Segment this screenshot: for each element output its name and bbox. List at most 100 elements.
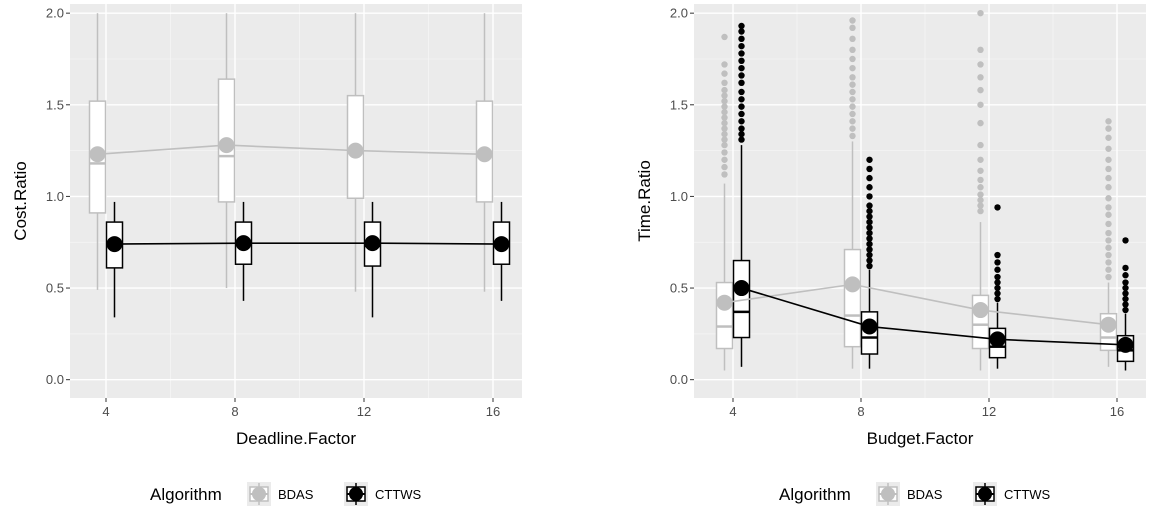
y-tick-label: 0.0: [670, 372, 688, 387]
outlier-point: [1122, 279, 1129, 286]
legend-item-bdas: BDAS: [247, 482, 314, 506]
outlier-point: [721, 141, 728, 149]
outlier-point: [866, 251, 873, 259]
outlier-point: [721, 136, 728, 143]
legend-key-point: [349, 487, 363, 501]
outlier-point: [721, 79, 728, 87]
outlier-point: [977, 119, 984, 127]
outlier-point: [977, 46, 984, 54]
y-axis-title: Cost.Ratio: [11, 161, 30, 240]
outlier-point: [738, 130, 745, 138]
series-mean-cttws: [733, 280, 1134, 353]
outlier-point: [1122, 301, 1129, 308]
outlier-point: [721, 86, 728, 94]
outlier-point: [849, 81, 856, 88]
outlier-point: [1105, 134, 1112, 141]
outlier-point: [977, 9, 984, 17]
outlier-point: [977, 176, 984, 184]
outlier-point: [849, 118, 856, 125]
outlier-point: [866, 174, 873, 182]
outlier-point: [1105, 229, 1112, 237]
outlier-point: [849, 35, 856, 43]
outlier-point: [849, 46, 856, 54]
outlier-point: [721, 163, 728, 171]
outlier-point: [849, 88, 856, 96]
legend-label: CTTWS: [375, 487, 422, 502]
outlier-point: [849, 125, 856, 132]
y-tick-label: 2.0: [46, 6, 64, 21]
mean-point: [733, 280, 750, 297]
outlier-point: [866, 193, 873, 200]
mean-point: [1117, 336, 1134, 353]
outlier-point: [1105, 251, 1112, 259]
legend-label: CTTWS: [1004, 487, 1051, 502]
outlier-point: [849, 96, 856, 103]
outlier-point: [866, 202, 873, 209]
outlier-point: [738, 57, 745, 65]
y-tick-label: 0.5: [46, 281, 64, 296]
outlier-point: [994, 273, 1001, 281]
legend-key-point: [252, 487, 266, 501]
mean-line: [114, 242, 502, 245]
outlier-point: [849, 64, 856, 72]
outlier-point: [977, 207, 984, 215]
outlier-point: [866, 207, 873, 215]
outlier-point: [738, 96, 745, 103]
legend-title: Algorithm: [779, 485, 851, 504]
outlier-point: [977, 191, 984, 198]
x-tick-label: 16: [486, 404, 500, 419]
mean-point: [476, 146, 493, 163]
outlier-point: [1122, 272, 1129, 279]
legend: Algorithm BDAS CTTWS: [779, 482, 1051, 506]
legend-item-bdas: BDAS: [876, 482, 943, 506]
outlier-point: [721, 92, 728, 99]
y-tick-label: 2.0: [670, 6, 688, 21]
series-mean-bdas: [89, 137, 493, 163]
y-tick-label: 0.0: [46, 372, 64, 387]
outlier-point: [866, 246, 873, 253]
legend-title: Algorithm: [150, 485, 222, 504]
outlier-point: [977, 167, 984, 174]
outlier-point: [977, 61, 984, 68]
mean-point: [106, 236, 123, 253]
outlier-point: [1105, 266, 1112, 273]
y-axis-title: Time.Ratio: [635, 160, 654, 242]
outlier-point: [1122, 290, 1129, 297]
outlier-point: [866, 229, 873, 237]
outlier-point: [721, 61, 728, 68]
outlier-point: [1122, 284, 1129, 292]
outlier-point: [849, 24, 856, 32]
outlier-point: [977, 101, 984, 108]
legend-item-cttws: CTTWS: [973, 482, 1051, 506]
legend: Algorithm BDAS CTTWS: [150, 482, 422, 506]
legend-key-point: [881, 487, 895, 501]
y-tick-label: 1.0: [670, 189, 688, 204]
x-tick-label: 12: [357, 404, 371, 419]
x-axis-title: Budget.Factor: [867, 429, 974, 448]
outlier-point: [721, 149, 728, 156]
outlier-point: [721, 97, 728, 105]
box: [715, 281, 734, 350]
mean-point: [347, 142, 364, 159]
outlier-point: [721, 114, 728, 121]
box: [843, 248, 862, 348]
x-axis-title: Deadline.Factor: [236, 429, 356, 448]
outlier-point: [866, 213, 873, 220]
outlier-point: [738, 88, 745, 96]
series-mean-cttws: [106, 235, 510, 253]
outlier-point: [1105, 125, 1112, 132]
legend-label: BDAS: [907, 487, 943, 502]
outlier-point: [1122, 306, 1129, 314]
outlier-point: [994, 279, 1001, 286]
outlier-point: [849, 74, 856, 81]
outlier-point: [866, 165, 873, 173]
outlier-point: [849, 17, 856, 24]
legend-item-cttws: CTTWS: [344, 482, 422, 506]
outlier-point: [866, 257, 873, 264]
y-tick-label: 1.5: [670, 97, 688, 112]
outlier-point: [994, 284, 1001, 292]
mean-line: [724, 283, 1109, 326]
outlier-point: [1105, 156, 1112, 163]
outlier-point: [1105, 195, 1112, 202]
